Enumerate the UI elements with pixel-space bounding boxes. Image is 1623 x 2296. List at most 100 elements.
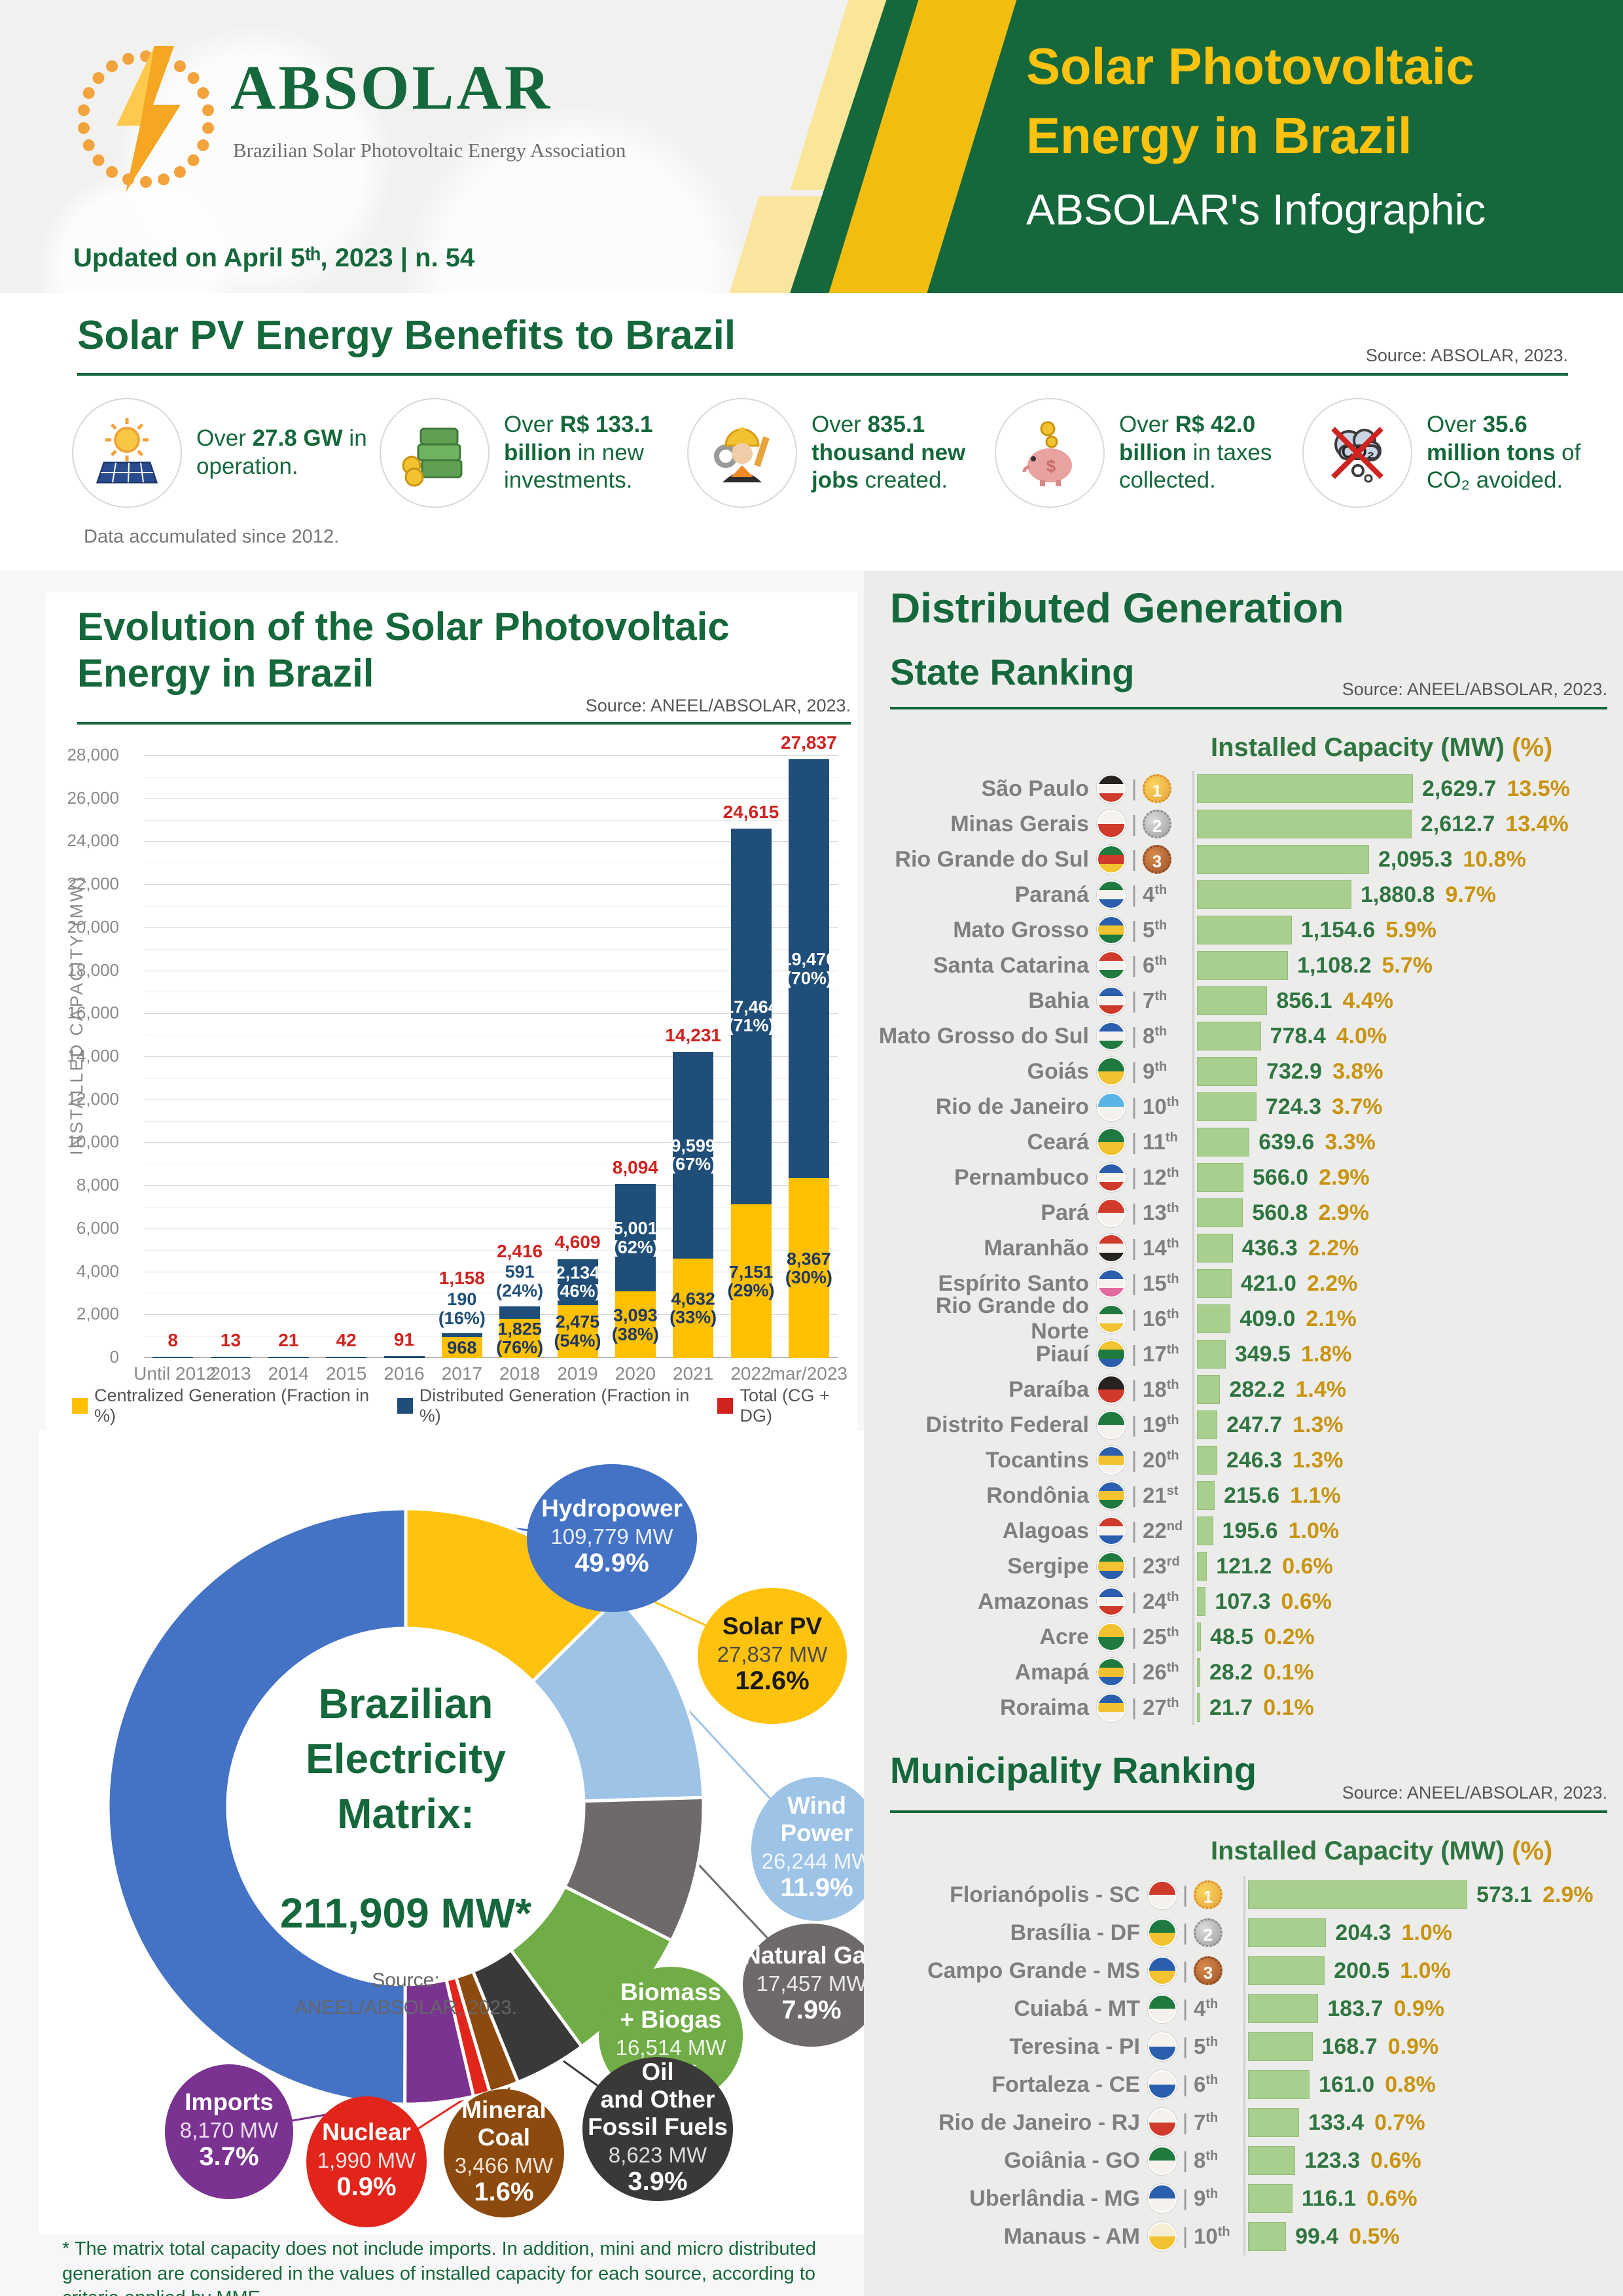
rank-badge: 1 (1143, 774, 1192, 803)
capacity-percent: 0.6% (1370, 2147, 1421, 2173)
capacity-bar (1197, 986, 1268, 1015)
bar-zone: 116.1 0.6% (1243, 2179, 1616, 2217)
separator: | (1131, 1659, 1137, 1685)
capacity-percent: 0.6% (1281, 1588, 1332, 1614)
separator: | (1131, 917, 1137, 942)
bar-segment-centralized: 8,367 (30%) (785, 1178, 832, 1358)
capacity-bar (1197, 1234, 1233, 1263)
separator: | (1131, 776, 1137, 801)
x-axis-tick: 2015 (326, 1363, 367, 1384)
bar-zone: 200.5 1.0% (1243, 1952, 1616, 1990)
rank-badge: 6th (1194, 2072, 1219, 2096)
capacity-value: 168.7 (1321, 2034, 1378, 2059)
donut-bubble-label: Fossil Fuels (588, 2113, 728, 2140)
distributed-value-label: 19,470 (70%) (781, 949, 836, 988)
benefit-text: Over 835.1 thousand new jobs created. (812, 411, 966, 493)
sun-panel-icon (72, 398, 182, 508)
total-value-label: 21 (278, 1329, 299, 1350)
ranking-name: Amapá (1014, 1659, 1089, 1685)
evolution-title: Evolution of the Solar Photovoltaic Energ… (77, 605, 730, 695)
ranking-row: Rio de Janeiro - RJ | 7th 133.4 0.7% (873, 2104, 1616, 2142)
ranking-name: Alagoas (1002, 1518, 1089, 1543)
flag-icon (1148, 2146, 1177, 2175)
separator: | (1182, 2034, 1188, 2059)
flag-icon (1097, 1092, 1126, 1121)
separator: | (1131, 846, 1137, 872)
gridline (144, 1056, 838, 1057)
benefit-item: Over 27.8 GW in operation. (72, 398, 368, 508)
separator: | (1131, 811, 1137, 836)
donut-center-text: Brazilian (319, 1680, 493, 1727)
ranking-name: Paraná (1014, 882, 1089, 907)
ranking-row: Teresina - PI | 5th 168.7 0.9% (873, 2028, 1616, 2066)
capacity-value: 436.3 (1241, 1235, 1298, 1261)
separator: | (1182, 2109, 1188, 2135)
donut-bubble-label: 3.9% (628, 2167, 687, 2196)
x-axis-tick: 2020 (615, 1363, 656, 1384)
capacity-bar (1248, 2146, 1296, 2175)
ranking-row: Pernambuco | 12th 566.0 2.9% (873, 1160, 1616, 1195)
capacity-bar (1197, 1552, 1207, 1581)
ranking-name: Pará (1041, 1200, 1089, 1225)
worker-icon (687, 398, 797, 508)
ranking-name: Roraima (999, 1695, 1089, 1720)
capacity-percent: 0.9% (1387, 2034, 1439, 2059)
capacity-percent: 2.9% (1543, 1882, 1594, 1907)
brand-name: ABSOLAR (230, 52, 553, 122)
capacity-percent: 1.8% (1300, 1341, 1352, 1367)
capacity-bar (1248, 2032, 1313, 2061)
ranking-row: Pará | 13th 560.8 2.9% (873, 1195, 1616, 1230)
municipality-ranking-source: Source: ANEEL/ABSOLAR, 2023. (1342, 1783, 1607, 1803)
rank-badge: 21st (1143, 1483, 1179, 1507)
bar-top-labels: 13 (188, 1330, 274, 1352)
stacked-bar: 2,475 (54%) 2,134 (46%) 4,609 (554, 1232, 601, 1358)
bar-zone: 778.4 4.0% (1192, 1018, 1616, 1054)
capacity-bar (1197, 1587, 1206, 1616)
evolution-source: Source: ANEEL/ABSOLAR, 2023. (585, 696, 851, 715)
bar-zone: 195.6 1.0% (1192, 1513, 1616, 1549)
ranking-row: Mato Grosso do Sul | 8th 778.4 4.0% (873, 1018, 1616, 1054)
flag-icon (1097, 1163, 1126, 1192)
bar-top-labels: 14,231 (651, 1025, 736, 1047)
rank-badge: 13th (1143, 1200, 1179, 1225)
bar-segment-distributed (441, 1333, 482, 1338)
gridline (144, 776, 838, 778)
flag-icon (1148, 2070, 1177, 2099)
x-axis-tick: Until 2012 (134, 1363, 217, 1384)
gridline (144, 819, 838, 821)
capacity-value: 421.0 (1240, 1270, 1296, 1296)
donut-center-text: Source: (372, 1969, 439, 1991)
capacity-value: 2,095.3 (1378, 846, 1453, 872)
donut-slice-wind-power (531, 1596, 705, 1803)
x-axis-tick: 2017 (441, 1363, 482, 1384)
donut-bubble-label: and Other (601, 2086, 715, 2113)
rank-badge: 5th (1143, 918, 1168, 942)
bar-top-labels: 2,416 591 (24%) (477, 1241, 562, 1301)
donut-bubble-label: 109,779 MW (550, 1524, 673, 1549)
capacity-bar (1248, 1956, 1325, 1985)
flag-icon (1148, 2184, 1177, 2213)
x-axis-tick: 2022 (730, 1363, 772, 1384)
capacity-value: 732.9 (1266, 1058, 1323, 1084)
centralized-value-label: 3,093 (38%) (611, 1305, 659, 1344)
gridline (144, 1142, 838, 1143)
x-axis-tick: 2018 (499, 1363, 541, 1384)
stacked-bar: 4,632 (33%) 9,599 (67%) 14,231 (665, 1025, 721, 1358)
ranking-name: Goiás (1027, 1058, 1089, 1084)
y-axis-tick: 14,000 (67, 1046, 119, 1066)
rank-badge: 9th (1143, 1059, 1168, 1083)
capacity-bar (1197, 1375, 1221, 1404)
benefit-text: Over 27.8 GW in operation. (196, 425, 367, 479)
piggy-bank-icon: $ (995, 398, 1105, 508)
brand-subtitle: Brazilian Solar Photovoltaic Energy Asso… (233, 139, 626, 162)
capacity-bar (1248, 2222, 1287, 2251)
bar-zone: 1,108.2 5.7% (1192, 948, 1616, 983)
capacity-value: 183.7 (1327, 1996, 1383, 2021)
total-value-label: 2,416 (497, 1241, 543, 1262)
capacity-bar (1197, 880, 1352, 909)
separator: | (1131, 1518, 1137, 1543)
separator: | (1131, 1447, 1137, 1473)
benefits-footnote: Data accumulated since 2012. (84, 526, 340, 547)
state-ranking-column-header: Installed Capacity (MW) (%) (1211, 733, 1553, 762)
bar-zone: 133.4 0.7% (1243, 2104, 1616, 2142)
